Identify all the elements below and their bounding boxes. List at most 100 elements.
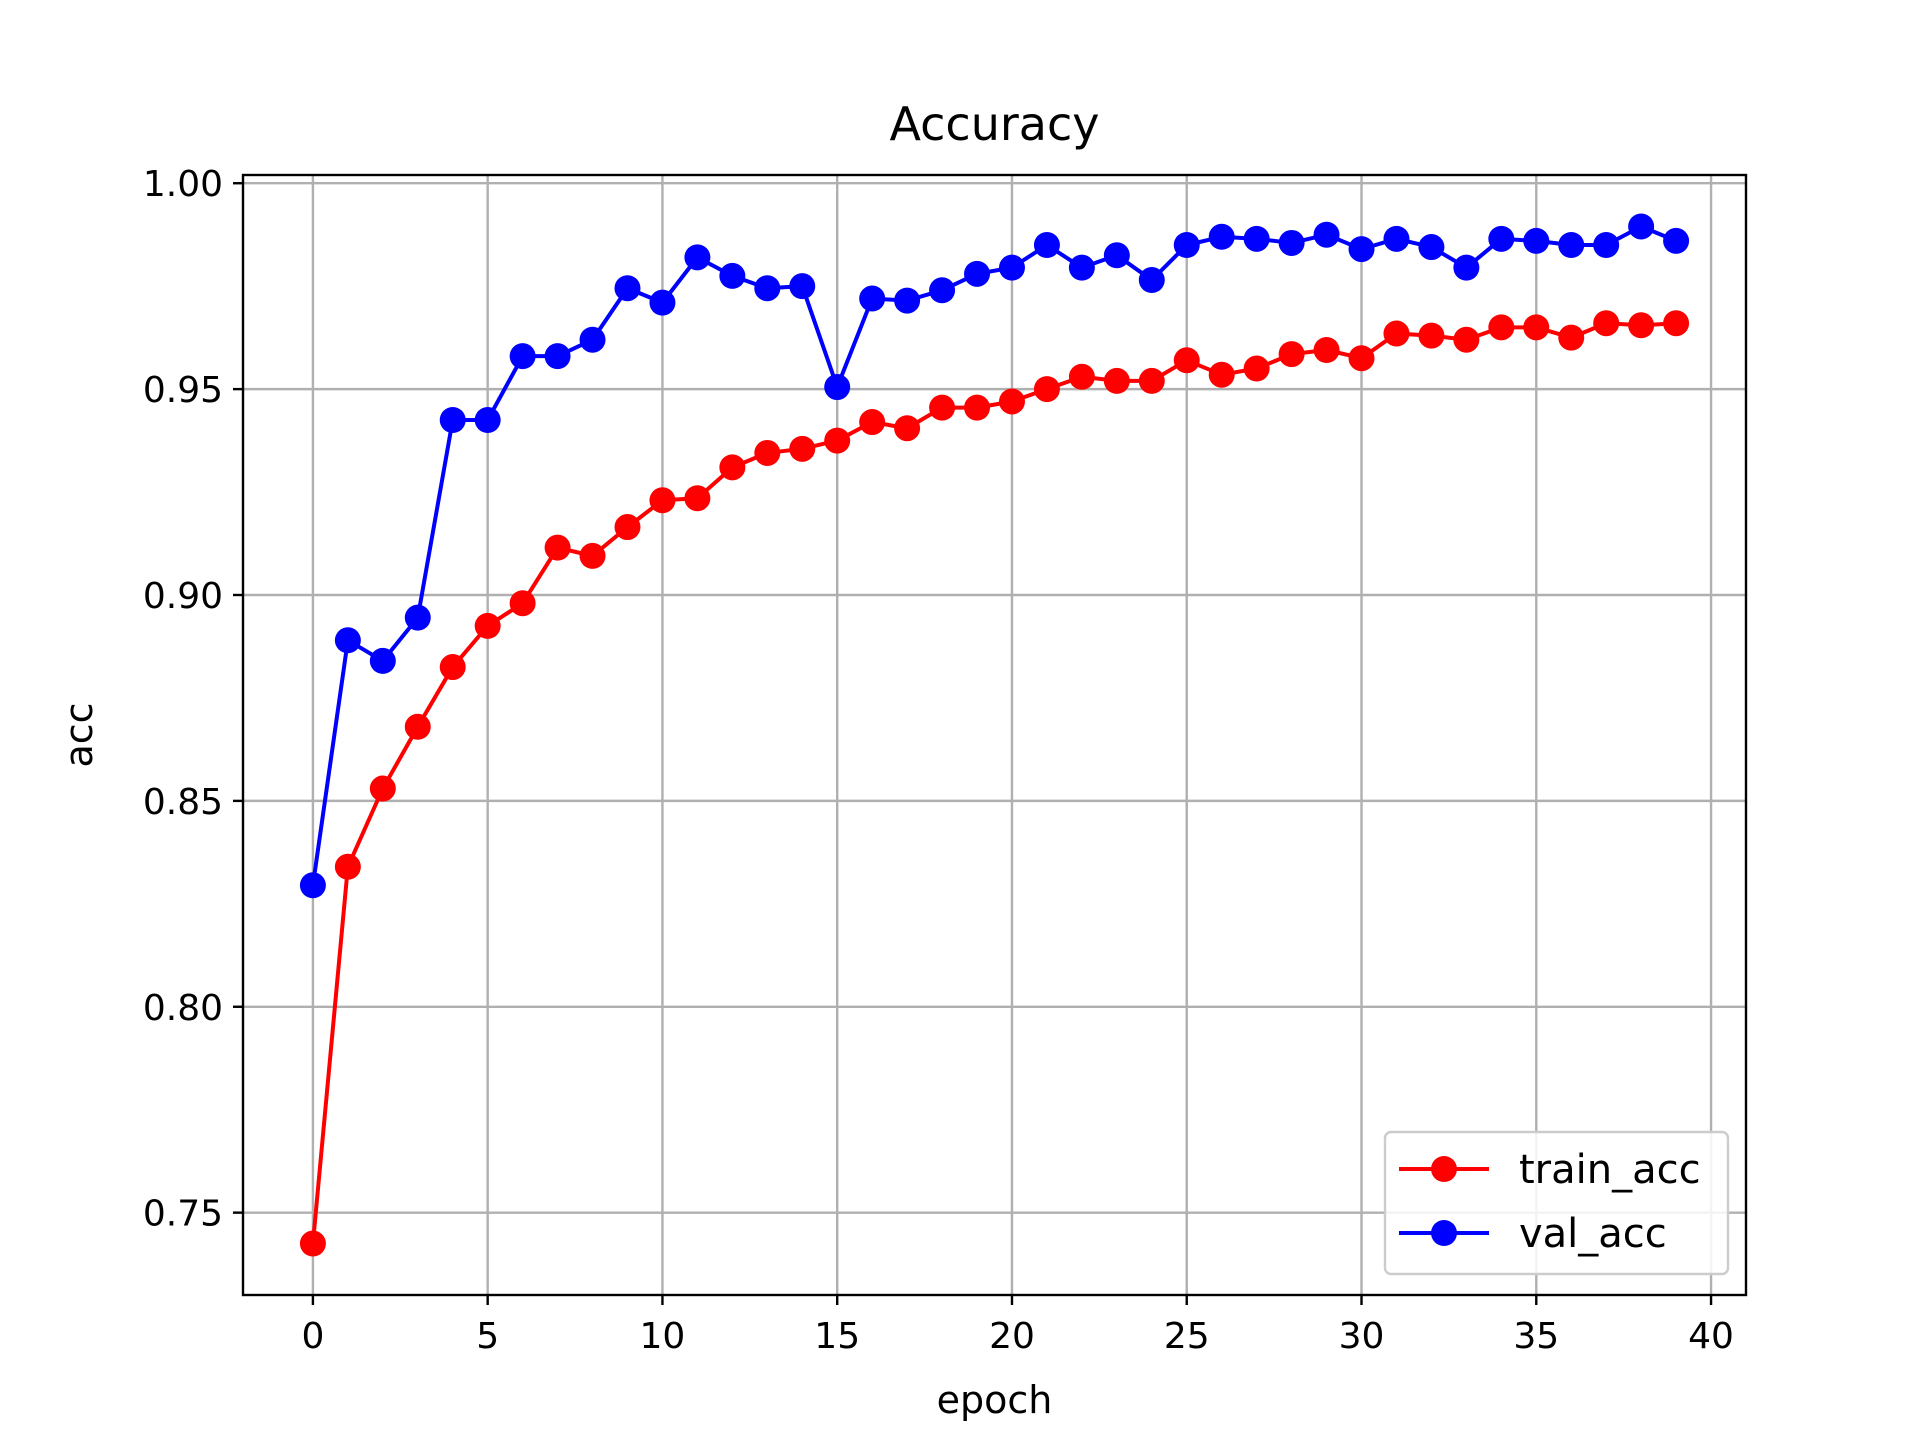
- data-point-val_acc: [1313, 221, 1340, 248]
- data-point-train_acc: [998, 388, 1025, 415]
- data-point-val_acc: [998, 254, 1025, 281]
- y-tick-label: 0.95: [143, 370, 223, 411]
- data-point-val_acc: [1208, 223, 1235, 250]
- data-point-val_acc: [1558, 232, 1585, 258]
- data-point-train_acc: [1348, 345, 1375, 372]
- data-point-train_acc: [614, 514, 641, 541]
- data-point-train_acc: [1628, 312, 1655, 339]
- data-point-train_acc: [964, 394, 991, 421]
- y-tick-label: 1.00: [143, 164, 223, 205]
- x-tick-label: 30: [1339, 1316, 1385, 1357]
- data-point-train_acc: [1593, 310, 1620, 337]
- x-tick-label: 0: [301, 1316, 324, 1357]
- data-point-val_acc: [789, 273, 816, 300]
- legend-label-val_acc: val_acc: [1519, 1211, 1667, 1257]
- data-point-val_acc: [824, 374, 851, 401]
- chart-title: Accuracy: [889, 97, 1099, 151]
- ticks: 0 5 10 15 20 25 30 35 40 0.75 0.80 0.85 0.90 0.95 1.00: [143, 164, 1734, 1357]
- data-point-val_acc: [754, 275, 781, 302]
- data-point-val_acc: [1278, 229, 1305, 256]
- x-tick-label: 40: [1688, 1316, 1734, 1357]
- data-point-train_acc: [649, 487, 676, 514]
- data-point-train_acc: [509, 590, 536, 617]
- y-tick-label: 0.90: [143, 576, 223, 617]
- data-point-train_acc: [1033, 376, 1060, 403]
- data-point-val_acc: [964, 260, 991, 287]
- data-point-val_acc: [1033, 232, 1060, 258]
- y-tick-label: 0.75: [143, 1194, 223, 1235]
- data-point-train_acc: [1138, 367, 1165, 394]
- x-tick-label: 35: [1513, 1316, 1559, 1357]
- data-point-train_acc: [824, 427, 851, 454]
- data-point-val_acc: [474, 407, 501, 433]
- data-point-train_acc: [684, 485, 711, 512]
- data-point-train_acc: [474, 612, 501, 639]
- data-point-train_acc: [1453, 326, 1480, 353]
- data-point-train_acc: [1243, 355, 1270, 382]
- data-point-train_acc: [1068, 363, 1095, 390]
- data-point-train_acc: [369, 775, 396, 802]
- data-point-val_acc: [1418, 234, 1445, 261]
- data-point-train_acc: [894, 415, 921, 442]
- data-point-val_acc: [1628, 213, 1655, 240]
- data-point-val_acc: [1383, 225, 1410, 252]
- data-point-val_acc: [404, 604, 431, 631]
- series-line-val_acc: [310, 224, 1677, 886]
- data-point-train_acc: [719, 454, 746, 481]
- data-point-val_acc: [1243, 225, 1270, 252]
- data-point-train_acc: [544, 534, 571, 561]
- y-tick-label: 0.85: [143, 782, 223, 823]
- data-point-val_acc: [299, 872, 326, 899]
- y-axis-label: acc: [57, 702, 101, 767]
- x-tick-label: 5: [476, 1316, 499, 1357]
- data-point-val_acc: [439, 407, 466, 433]
- data-point-train_acc: [404, 713, 431, 740]
- data-point-train_acc: [579, 542, 606, 569]
- x-tick-label: 10: [640, 1316, 686, 1357]
- legend-item-train_acc: train_acc: [1399, 1147, 1701, 1193]
- legend: train_acc val_acc: [1383, 1130, 1730, 1276]
- data-point-train_acc: [1383, 320, 1410, 347]
- series-line-train_acc: [310, 321, 1677, 1244]
- data-point-train_acc: [1278, 341, 1305, 368]
- data-point-val_acc: [1488, 225, 1515, 252]
- data-point-train_acc: [1208, 361, 1235, 388]
- data-point-val_acc: [1523, 227, 1550, 254]
- data-point-val_acc: [719, 262, 746, 289]
- data-point-train_acc: [859, 409, 886, 436]
- data-point-val_acc: [544, 343, 571, 370]
- data-point-train_acc: [929, 394, 956, 421]
- data-point-val_acc: [614, 275, 641, 302]
- data-point-val_acc: [684, 244, 711, 271]
- legend-label-train_acc: train_acc: [1519, 1147, 1701, 1193]
- series-train_acc: [299, 310, 1690, 1257]
- data-point-val_acc: [1348, 236, 1375, 263]
- data-point-val_acc: [859, 285, 886, 312]
- series-layer: [299, 213, 1690, 1257]
- data-point-train_acc: [754, 439, 781, 466]
- data-point-train_acc: [334, 853, 361, 880]
- data-point-train_acc: [439, 654, 466, 681]
- data-point-val_acc: [929, 277, 956, 304]
- data-point-train_acc: [1523, 314, 1550, 341]
- data-point-val_acc: [1663, 227, 1690, 254]
- data-point-val_acc: [894, 287, 921, 314]
- data-point-val_acc: [509, 343, 536, 370]
- legend-item-val_acc: val_acc: [1399, 1211, 1667, 1257]
- data-point-val_acc: [649, 289, 676, 316]
- data-point-train_acc: [1418, 322, 1445, 349]
- data-point-val_acc: [1103, 242, 1130, 269]
- data-point-val_acc: [369, 647, 396, 674]
- data-point-train_acc: [1663, 310, 1690, 337]
- legend-marker-val_acc: [1431, 1220, 1457, 1246]
- x-axis-label: epoch: [937, 1378, 1053, 1422]
- x-tick-label: 20: [989, 1316, 1035, 1357]
- data-point-val_acc: [1068, 254, 1095, 281]
- data-point-train_acc: [299, 1230, 326, 1257]
- data-point-train_acc: [1558, 324, 1585, 351]
- x-tick-label: 15: [814, 1316, 860, 1357]
- data-point-val_acc: [334, 627, 361, 654]
- data-point-val_acc: [1453, 254, 1480, 281]
